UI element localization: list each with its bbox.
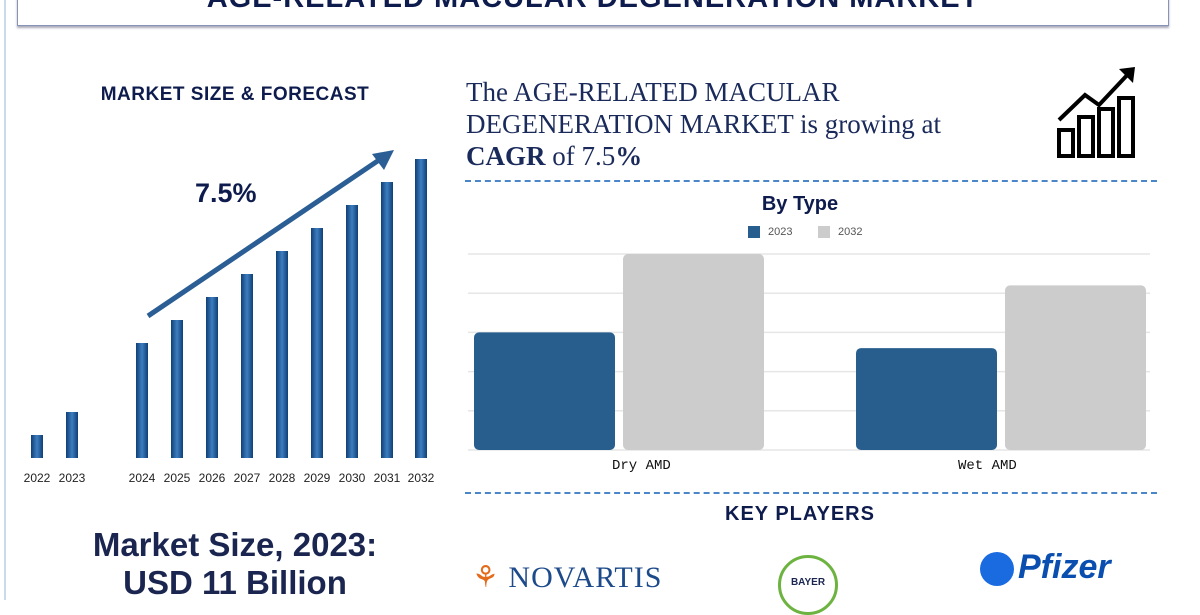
left-border bbox=[4, 0, 6, 600]
bar-2029 bbox=[311, 228, 323, 458]
bar-2026 bbox=[206, 297, 218, 458]
headline-of: of 7.5 bbox=[552, 141, 616, 171]
divider bbox=[465, 492, 1157, 494]
category-label: Wet AMD bbox=[958, 458, 1017, 474]
forecast-chart: 2022 2023 2024 2025 2026 2027 2028 2029 2030 2031… bbox=[24, 150, 435, 485]
tick-label: 2024 bbox=[129, 471, 156, 485]
bar-Wet-AMD-2032 bbox=[1005, 285, 1146, 450]
bar-Wet-AMD-2023 bbox=[856, 348, 997, 450]
legend-2023: 2023 bbox=[748, 226, 793, 239]
forecast-heading: MARKET SIZE & FORECAST bbox=[100, 84, 370, 105]
key-players-heading: KEY PLAYERS bbox=[725, 503, 875, 525]
bar-2025 bbox=[171, 320, 183, 458]
headline: The AGE-RELATED MACULAR DEGENERATION MAR… bbox=[466, 76, 1006, 172]
growth-chart-icon bbox=[1057, 67, 1135, 158]
market-size-value: USD 11 Billion bbox=[123, 564, 347, 601]
bar-2027 bbox=[241, 274, 253, 458]
bar-2030 bbox=[346, 205, 358, 458]
bar-2024 bbox=[136, 343, 148, 458]
tick-label: 2032 bbox=[408, 471, 435, 485]
divider bbox=[465, 180, 1157, 182]
category-label: Dry AMD bbox=[612, 458, 671, 474]
title-banner: AGE-RELATED MACULAR DEGENERATION MARKET bbox=[17, 0, 1169, 26]
chart-title: By Type bbox=[761, 193, 839, 215]
by-type-chart bbox=[468, 253, 1150, 451]
headline-text: The AGE-RELATED MACULAR DEGENERATION MAR… bbox=[466, 77, 941, 139]
tick-label: 2023 bbox=[59, 471, 86, 485]
bar-2028 bbox=[276, 251, 288, 458]
cagr-label: 7.5% bbox=[195, 178, 257, 208]
legend-label: 2032 bbox=[838, 226, 863, 238]
tick-label: 2031 bbox=[374, 471, 401, 485]
page-title: AGE-RELATED MACULAR DEGENERATION MARKET bbox=[18, 0, 1168, 15]
trend-arrow bbox=[146, 153, 387, 319]
headline-pct: % bbox=[615, 141, 643, 171]
bar-Dry-AMD-2023 bbox=[474, 332, 615, 450]
headline-cagr: CAGR bbox=[466, 141, 546, 171]
trend-arrowhead bbox=[372, 150, 394, 170]
tick-label: 2030 bbox=[339, 471, 366, 485]
bayer-logo: BAYER bbox=[778, 555, 838, 615]
bar-2022 bbox=[31, 435, 43, 458]
legend-label: 2023 bbox=[768, 226, 793, 238]
tick-label: 2028 bbox=[269, 471, 296, 485]
tick-label: 2025 bbox=[164, 471, 191, 485]
market-size-label: Market Size, 2023: bbox=[92, 526, 378, 563]
bar-2023 bbox=[66, 412, 78, 458]
bar-Dry-AMD-2032 bbox=[623, 254, 764, 450]
pfizer-logo: Pfizer bbox=[980, 548, 1111, 587]
tick-label: 2029 bbox=[304, 471, 331, 485]
bar-2032 bbox=[415, 159, 427, 458]
tick-label: 2027 bbox=[234, 471, 261, 485]
legend-2032: 2032 bbox=[818, 226, 863, 239]
novartis-logo: ⚘ NOVARTIS bbox=[472, 561, 663, 594]
tick-label: 2026 bbox=[199, 471, 226, 485]
bar-2031 bbox=[381, 182, 393, 458]
tick-label: 2022 bbox=[24, 471, 51, 485]
